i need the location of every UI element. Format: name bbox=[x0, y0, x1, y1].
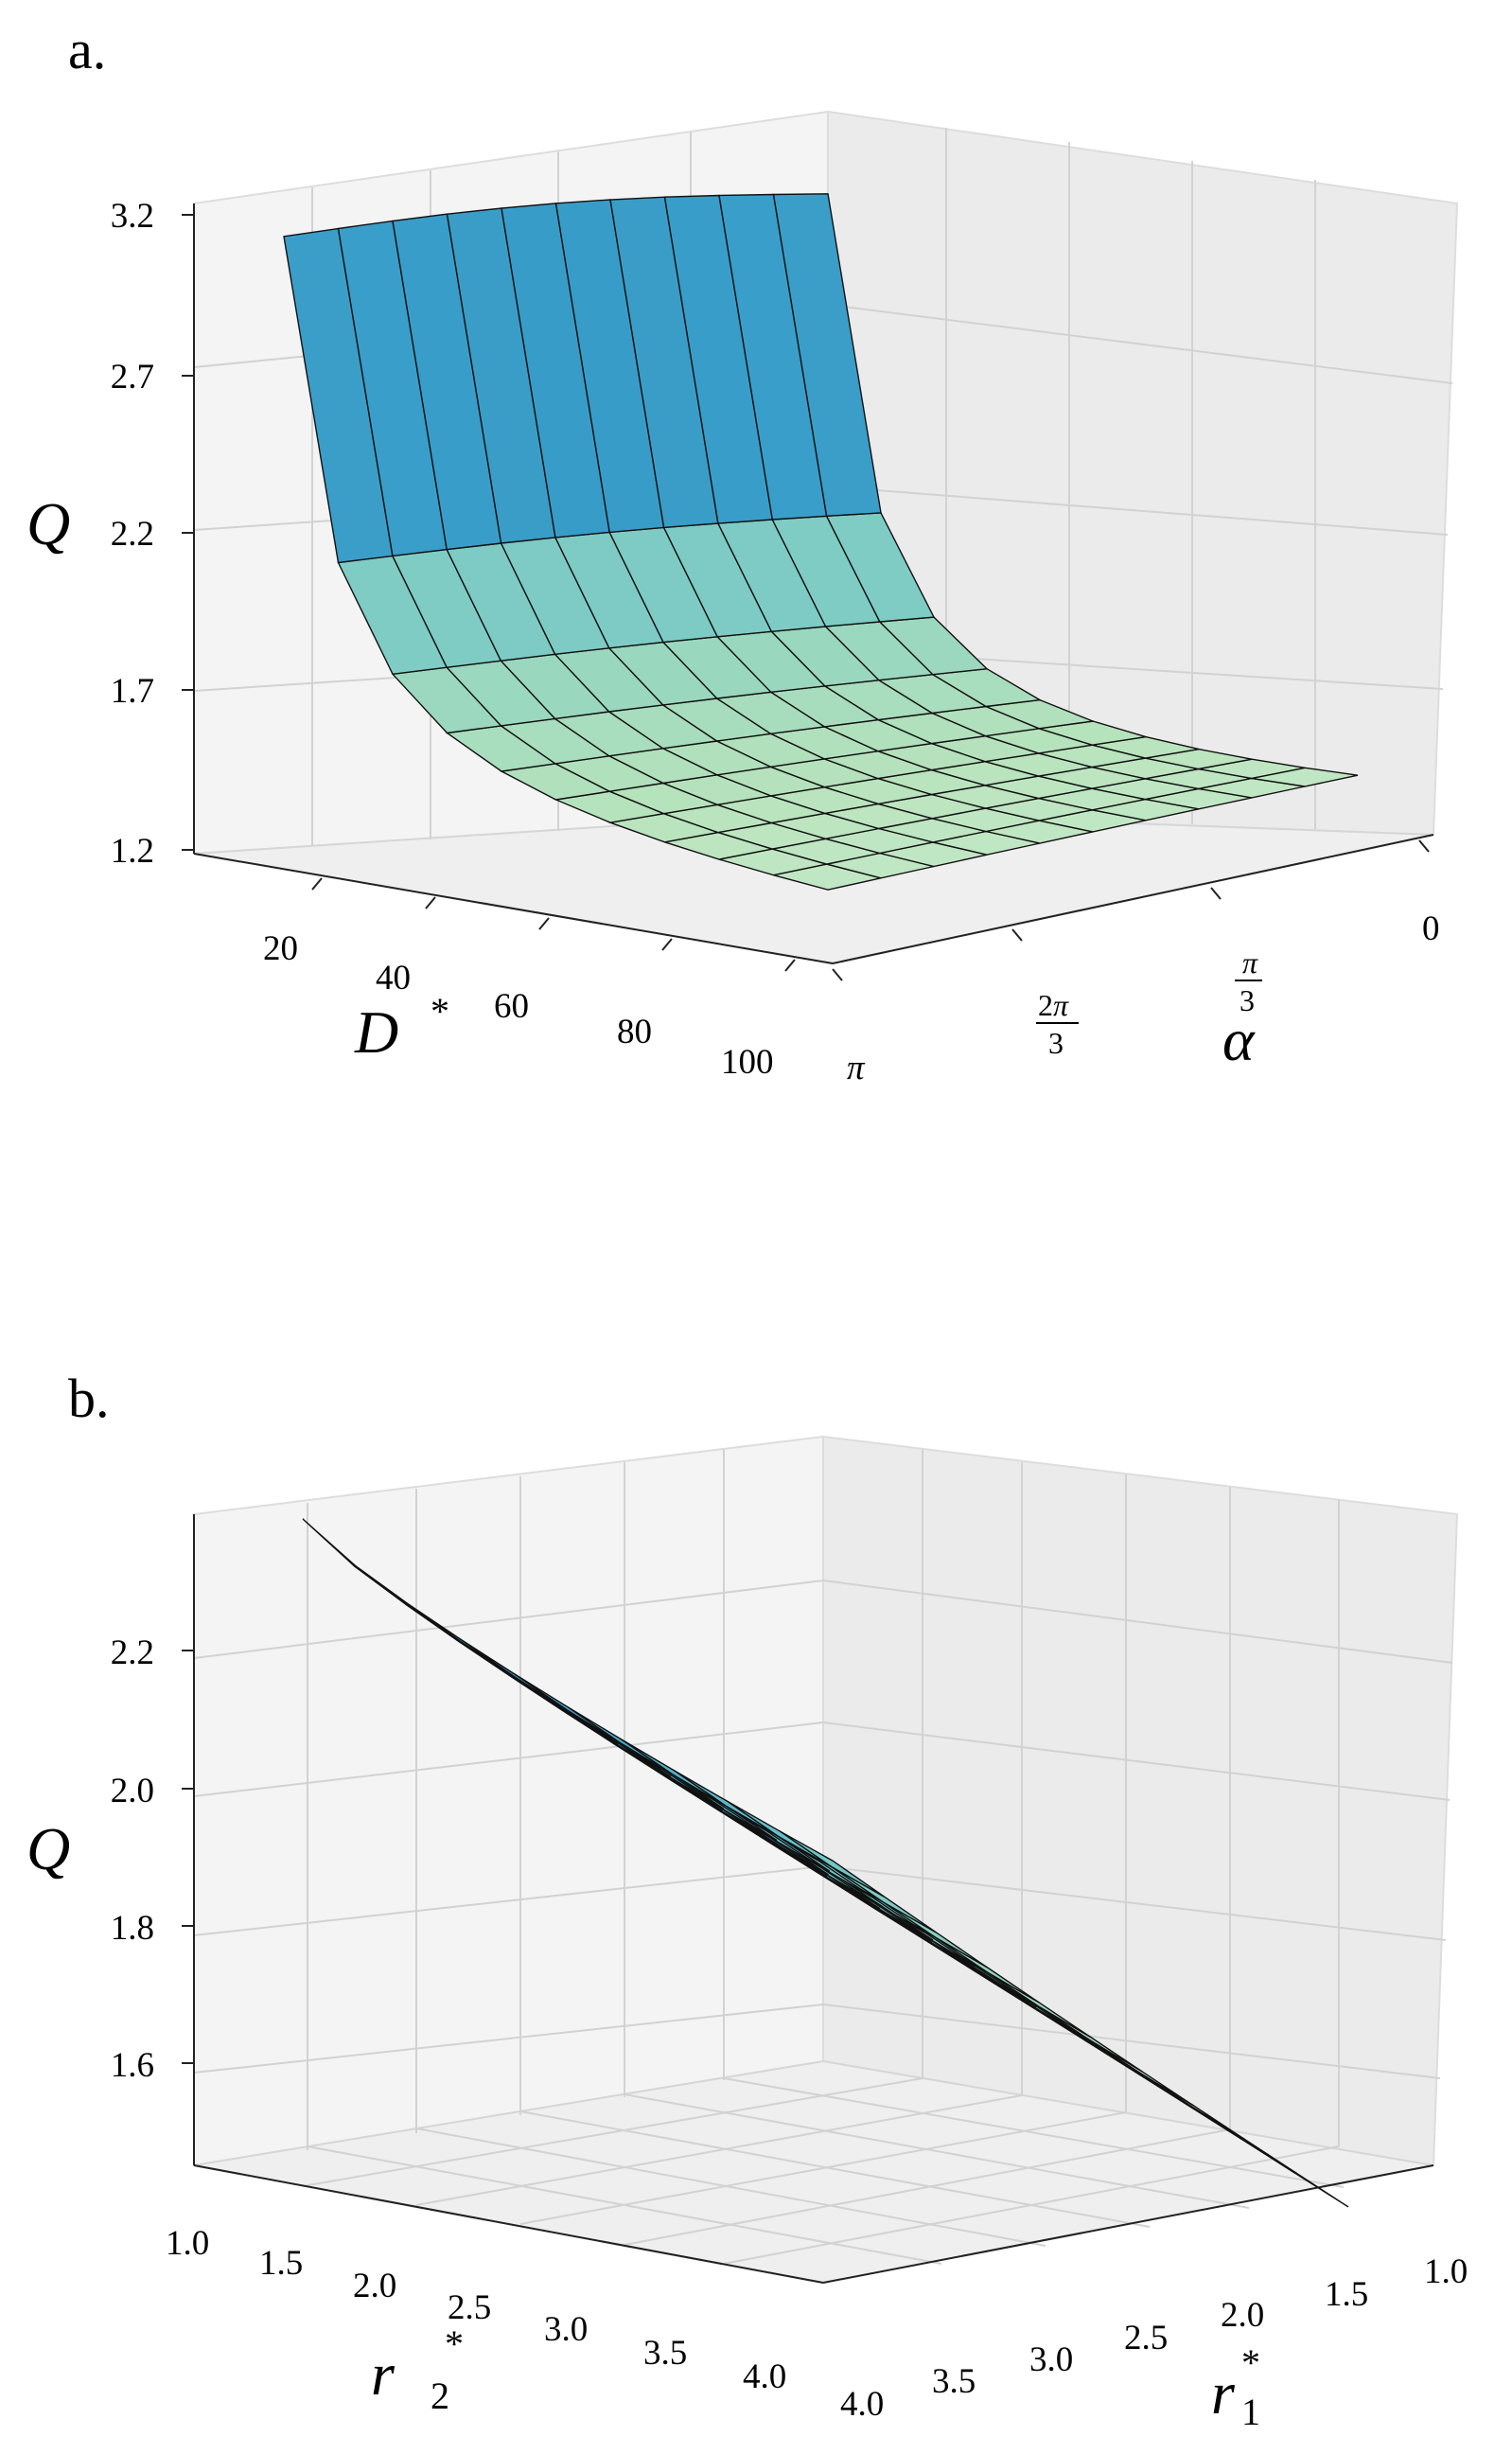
svg-text:2π: 2π bbox=[1038, 988, 1069, 1022]
panel-b-y-tick-label: 2.0 bbox=[1221, 2296, 1264, 2335]
panel-a-x-tick-label: 20 bbox=[263, 929, 298, 968]
panel-b-back-wall-left bbox=[193, 1435, 824, 2167]
panel-b-grid bbox=[193, 1449, 1453, 2265]
panel-a-y-tick-2pi3: 2π 3 bbox=[1036, 988, 1079, 1060]
panel-a-x-tick-label: 40 bbox=[376, 959, 411, 997]
panel-b-x-tick-label: 2.5 bbox=[448, 2288, 491, 2327]
panel-b-z-label: Q bbox=[26, 1815, 70, 1882]
svg-text:π: π bbox=[1242, 945, 1258, 980]
panel-a-x-tick-label: 100 bbox=[721, 1043, 774, 1082]
panel-a-z-tick-label: 2.2 bbox=[111, 515, 154, 554]
panel-b-z-tick-label: 1.6 bbox=[111, 2046, 154, 2085]
panel-b-z-tick-label: 1.8 bbox=[111, 1909, 154, 1948]
panel-b-z-tick-label: 2.0 bbox=[111, 1772, 154, 1810]
panel-b-surface-face bbox=[302, 1518, 408, 1606]
panel-b-x-tick-label: 1.5 bbox=[259, 2244, 303, 2283]
svg-text:3: 3 bbox=[1239, 983, 1255, 1017]
panel-a-y-tick-label: π bbox=[847, 1049, 866, 1087]
panel-b-x-tick-label: 3.0 bbox=[544, 2310, 588, 2349]
panel-a-z-tick-label: 1.7 bbox=[111, 672, 154, 711]
panel-a-x-tick-label: 80 bbox=[617, 1013, 652, 1051]
panel-b-x-label: r bbox=[371, 2340, 396, 2408]
panel-b-y-tick-label: 3.0 bbox=[1029, 2340, 1073, 2379]
panel-a-y-tick-pi3: π 3 bbox=[1235, 945, 1262, 1017]
panel-b-y-label-sup: * bbox=[1241, 2341, 1260, 2384]
panel-b-y-axis-line bbox=[822, 2164, 1434, 2284]
panel-b-axes-box bbox=[193, 1435, 1459, 2285]
panel-a-surface bbox=[283, 193, 1359, 891]
panel-b-y-label-sub: 1 bbox=[1241, 2391, 1260, 2433]
panel-a-z-tick-label: 1.2 bbox=[111, 832, 154, 871]
panel-a-x-tick-label: 60 bbox=[494, 987, 529, 1026]
panel-a-z-ticks: 1.2 1.7 2.2 2.7 3.2 bbox=[111, 197, 194, 871]
panel-a-y-tick-label: 0 bbox=[1422, 909, 1440, 948]
panel-a-surface-face bbox=[772, 193, 882, 518]
panel-b-y-tick-label: 1.5 bbox=[1325, 2275, 1368, 2314]
panel-a-z-label: Q bbox=[26, 490, 70, 557]
panel-b-y-tick-label: 2.5 bbox=[1124, 2319, 1168, 2357]
panel-b: b. bbox=[26, 1368, 1468, 2433]
panel-b-y-tick-label: 4.0 bbox=[840, 2385, 884, 2424]
panel-b-z-tick-label: 2.2 bbox=[111, 1633, 154, 1672]
panel-b-label: b. bbox=[68, 1368, 110, 1429]
panel-b-x-tick-label: 3.5 bbox=[643, 2334, 687, 2373]
panel-a-label: a. bbox=[68, 19, 106, 80]
panel-a-y-label: α bbox=[1222, 1006, 1256, 1073]
panel-a: a. bbox=[26, 19, 1459, 1087]
panel-b-x-tick-label: 4.0 bbox=[743, 2357, 786, 2396]
panel-b-z-ticks: 1.6 1.8 2.0 2.2 bbox=[111, 1633, 194, 2085]
panel-b-x-label-sup: * bbox=[445, 2322, 464, 2365]
panel-b-y-ticks: 1.0 1.5 2.0 2.5 3.0 3.5 4.0 bbox=[840, 2252, 1468, 2424]
panel-b-y-label: r bbox=[1211, 2359, 1236, 2427]
panel-a-z-tick-label: 2.7 bbox=[111, 358, 154, 397]
panel-a-x-label-sup: * bbox=[431, 990, 449, 1033]
panel-b-back-wall-right bbox=[822, 1435, 1459, 2167]
panel-a-x-axis-line bbox=[193, 853, 834, 964]
panel-a-x-label: D bbox=[354, 998, 398, 1066]
panel-b-x-ticks: 1.0 1.5 2.0 2.5 3.0 3.5 4.0 bbox=[166, 2224, 786, 2396]
panel-b-x-axis-line bbox=[193, 2164, 824, 2284]
panel-b-x-label-sub: 2 bbox=[431, 2375, 449, 2417]
panel-a-x-ticks: 20 40 60 80 100 bbox=[263, 877, 796, 1082]
panel-b-y-tick-label: 1.0 bbox=[1424, 2252, 1468, 2291]
panel-a-y-ticks: 0 π 3 2π 3 π bbox=[832, 839, 1440, 1087]
panel-b-x-tick-label: 2.0 bbox=[353, 2267, 396, 2305]
panel-b-x-tick-label: 1.0 bbox=[166, 2224, 209, 2263]
svg-text:3: 3 bbox=[1048, 1026, 1064, 1060]
panel-b-y-tick-label: 3.5 bbox=[932, 2362, 976, 2401]
panel-a-y-axis-line bbox=[832, 834, 1434, 964]
panel-b-surface bbox=[302, 1518, 1349, 2208]
panel-a-z-tick-label: 3.2 bbox=[111, 197, 154, 236]
